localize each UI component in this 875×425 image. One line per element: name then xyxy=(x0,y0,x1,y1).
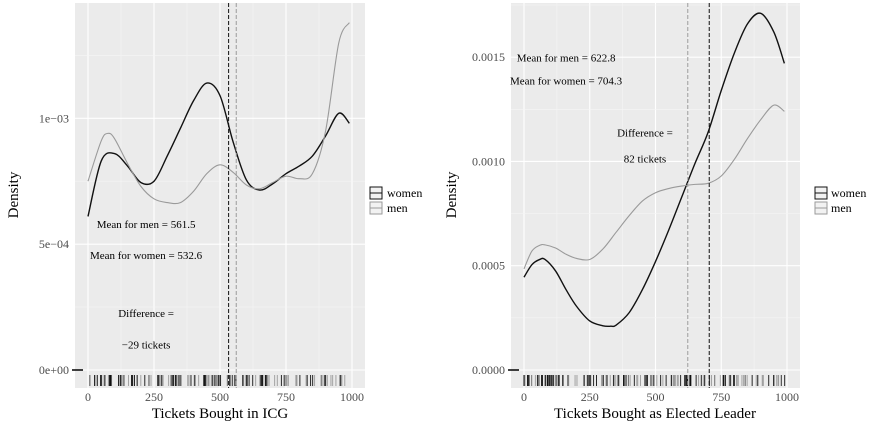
y-tick-label: 0.0005 xyxy=(472,259,505,273)
annotations: Mean for men = 561.5 Mean for women = 53… xyxy=(90,219,203,352)
x-tick-label: 250 xyxy=(581,390,599,404)
legend: women men xyxy=(814,186,866,215)
rug xyxy=(72,369,346,386)
x-tick-label: 500 xyxy=(647,390,665,404)
y-axis-label: Density xyxy=(444,171,460,218)
x-tick-label: 250 xyxy=(145,390,163,404)
x-tick-label: 1000 xyxy=(775,390,799,404)
x-tick-label: 1000 xyxy=(340,390,364,404)
y-tick-label: 0.0000 xyxy=(472,363,505,377)
rug xyxy=(508,369,786,386)
legend-item-men[interactable]: men xyxy=(814,201,852,215)
annotation-text: Mean for men = 561.5 xyxy=(97,219,196,231)
legend-label: women xyxy=(831,186,866,200)
x-axis-label: Tickets Bought in ICG xyxy=(152,406,289,422)
legend-item-men[interactable]: men xyxy=(369,201,408,215)
annotation-text: −29 tickets xyxy=(122,340,171,352)
annotation-text: Mean for women = 704.3 xyxy=(510,75,623,87)
y-ticks: 0e+00 5e−04 1e−03 xyxy=(39,111,69,377)
legend-label: men xyxy=(387,201,408,215)
x-tick-label: 750 xyxy=(277,390,295,404)
annotation-text: Difference = xyxy=(617,127,673,139)
legend-item-women[interactable]: women xyxy=(814,186,866,200)
annotation-text: Difference = xyxy=(118,308,174,320)
density-line-men xyxy=(87,22,350,205)
y-ticks: 0.0000 0.0005 0.0010 0.0015 xyxy=(472,50,505,377)
x-ticks: 0 250 500 750 1000 xyxy=(521,390,799,404)
legend: women men xyxy=(369,186,422,215)
annotation-text: Mean for women = 532.6 xyxy=(90,250,203,262)
annotation-text: 82 tickets xyxy=(624,153,666,165)
x-tick-label: 750 xyxy=(712,390,730,404)
x-tick-label: 500 xyxy=(211,390,229,404)
mean-lines xyxy=(228,3,237,388)
series-group xyxy=(87,22,350,217)
x-tick-label: 0 xyxy=(521,390,527,404)
x-ticks: 0 250 500 750 1000 xyxy=(85,390,364,404)
y-tick-label: 1e−03 xyxy=(39,111,69,125)
legend-label: men xyxy=(831,201,852,215)
y-tick-label: 0e+00 xyxy=(39,363,69,377)
y-tick-label: 0.0010 xyxy=(472,154,505,168)
y-axis-label: Density xyxy=(6,171,22,218)
density-line-men xyxy=(523,104,785,270)
series-group xyxy=(523,12,786,328)
annotation-text: Mean for men = 622.8 xyxy=(517,52,616,64)
y-tick-label: 5e−04 xyxy=(39,237,69,251)
mean-lines xyxy=(687,3,710,388)
legend-item-women[interactable]: women xyxy=(369,186,422,200)
chart-panel-left: Mean for men = 561.5 Mean for women = 53… xyxy=(6,3,422,422)
annotations: Mean for men = 622.8 Mean for women = 70… xyxy=(510,52,673,165)
gridlines xyxy=(75,3,365,388)
gridlines xyxy=(511,3,800,388)
legend-label: women xyxy=(387,186,422,200)
y-tick-label: 0.0015 xyxy=(472,50,505,64)
x-tick-label: 0 xyxy=(85,390,91,404)
x-axis-label: Tickets Bought as Elected Leader xyxy=(554,406,756,422)
chart-panel-right: Mean for men = 622.8 Mean for women = 70… xyxy=(444,3,866,422)
density-line-women xyxy=(523,12,786,328)
